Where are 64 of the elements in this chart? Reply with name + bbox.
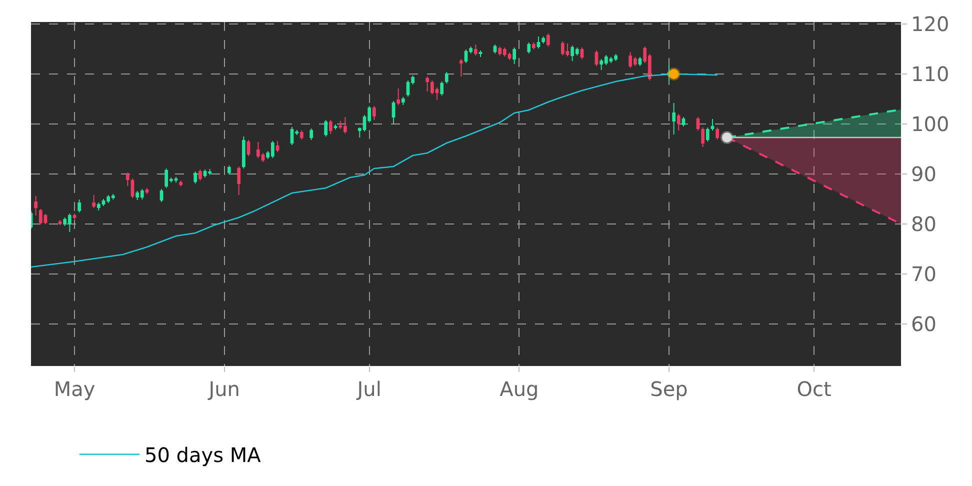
candlestick <box>328 120 332 134</box>
y-tick-label: 70 <box>911 262 936 286</box>
candlestick <box>536 36 540 49</box>
candlestick <box>72 213 76 220</box>
y-tick-label: 90 <box>911 162 936 186</box>
y-tick-label: 100 <box>911 112 950 136</box>
candlestick <box>92 194 96 208</box>
candlestick <box>242 136 246 169</box>
candlestick <box>34 196 38 216</box>
candlestick <box>145 188 149 194</box>
candlestick <box>478 50 482 58</box>
candlestick <box>493 44 497 54</box>
candlestick <box>396 88 400 106</box>
candlestick <box>638 56 642 66</box>
candlestick <box>246 140 250 156</box>
x-tick-label: Oct <box>796 377 832 401</box>
candlestick <box>58 220 62 226</box>
candlestick <box>701 127 705 148</box>
candlestick <box>710 118 714 131</box>
y-tick-label: 110 <box>911 62 950 86</box>
y-tick-label: 60 <box>911 312 936 336</box>
candlestick <box>310 128 314 140</box>
candlestick <box>682 116 686 127</box>
candlestick <box>227 165 231 175</box>
candlestick <box>426 76 430 92</box>
candlestick <box>512 47 516 64</box>
candlestick <box>160 188 164 202</box>
candlestick <box>334 124 338 130</box>
candlestick <box>78 199 82 213</box>
candlestick <box>392 100 396 124</box>
candlestick <box>716 127 720 140</box>
candlestick <box>300 130 304 140</box>
x-tick-label: Jul <box>355 377 382 401</box>
x-tick-label: Aug <box>500 377 539 401</box>
candlestick <box>179 180 183 187</box>
y-tick-label: 120 <box>911 12 950 36</box>
y-tick-label: 80 <box>911 212 936 236</box>
candlestick <box>130 178 134 198</box>
candlestick <box>401 96 405 106</box>
candlestick <box>444 72 448 84</box>
candlestick <box>546 33 550 47</box>
legend-label: 50 days MA <box>144 443 262 468</box>
candlestick <box>126 172 130 186</box>
candlestick <box>594 50 598 66</box>
candlestick <box>324 120 328 137</box>
x-tick-label: May <box>54 377 96 401</box>
candlestick <box>372 106 376 120</box>
candlestick <box>542 36 546 44</box>
candlestick <box>459 58 463 77</box>
candlestick <box>672 102 676 135</box>
candlestick <box>696 116 700 131</box>
candlestick <box>527 42 531 54</box>
candlestick <box>198 169 202 181</box>
candlestick <box>532 42 536 50</box>
x-tick-label: Sep <box>650 377 688 401</box>
candlestick <box>676 114 680 131</box>
candlestick <box>237 166 241 196</box>
candlestick <box>706 127 710 142</box>
candlestick <box>474 44 478 56</box>
candlestick <box>580 47 584 60</box>
candlestick <box>276 140 280 152</box>
candlestick <box>440 81 444 96</box>
candlestick <box>194 171 198 184</box>
x-tick-label: Jun <box>206 377 240 401</box>
